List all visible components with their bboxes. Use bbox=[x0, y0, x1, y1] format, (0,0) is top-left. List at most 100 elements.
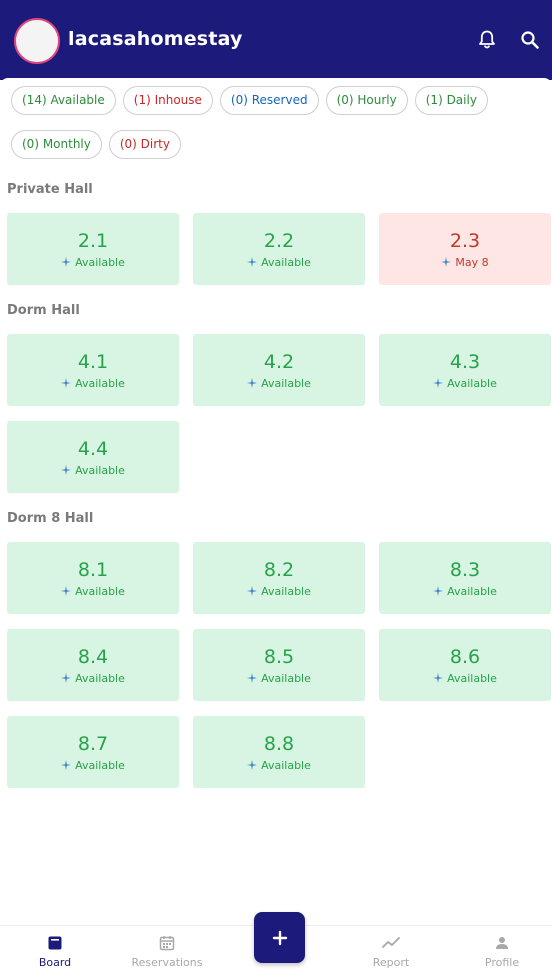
room-status: Available bbox=[433, 672, 497, 685]
status-sparkle-icon bbox=[61, 673, 72, 683]
filter-chip-bar: (14) Available (1) Inhouse (0) Reserved (0)… bbox=[11, 86, 551, 159]
add-button[interactable] bbox=[254, 912, 305, 963]
status-sparkle-icon bbox=[247, 760, 258, 770]
room-number: 8.7 bbox=[77, 732, 109, 755]
room-status-text: Available bbox=[261, 671, 311, 685]
room-number: 4.3 bbox=[449, 350, 481, 373]
room-card-4-2[interactable]: 4.2 Available bbox=[193, 334, 365, 406]
nav-profile[interactable]: Profile bbox=[457, 934, 547, 969]
room-number: 8.3 bbox=[449, 558, 481, 581]
filter-chip-inhouse[interactable]: (1) Inhouse bbox=[122, 86, 213, 115]
person-icon bbox=[493, 934, 511, 952]
room-number: 2.2 bbox=[263, 229, 295, 252]
room-card-8-2[interactable]: 8.2 Available bbox=[193, 542, 365, 614]
room-number: 8.8 bbox=[263, 732, 295, 755]
room-status: Available bbox=[247, 256, 311, 269]
room-card-4-1[interactable]: 4.1 Available bbox=[7, 334, 179, 406]
room-card-4-4[interactable]: 4.4 Available bbox=[7, 421, 179, 493]
status-sparkle-icon bbox=[61, 465, 72, 475]
nav-report[interactable]: Report bbox=[346, 934, 436, 969]
room-card-8-3[interactable]: 8.3 Available bbox=[379, 542, 551, 614]
room-status-text: Available bbox=[75, 463, 125, 477]
room-status-text: Available bbox=[447, 671, 497, 685]
room-status: Available bbox=[61, 759, 125, 772]
room-status-text: Available bbox=[261, 376, 311, 390]
room-status-text: Available bbox=[261, 758, 311, 772]
bell-icon[interactable] bbox=[475, 28, 499, 52]
room-card-2-2[interactable]: 2.2 Available bbox=[193, 213, 365, 285]
filter-chip-reserved[interactable]: (0) Reserved bbox=[219, 86, 319, 115]
status-sparkle-icon bbox=[61, 378, 72, 388]
room-grid-private-hall: 2.1 Available 2.2 Available 2.3 May 8 bbox=[7, 213, 552, 285]
status-sparkle-icon bbox=[441, 257, 452, 267]
room-card-8-5[interactable]: 8.5 Available bbox=[193, 629, 365, 701]
room-status-text: Available bbox=[447, 376, 497, 390]
app-header: lacasahomestay bbox=[0, 0, 552, 80]
app-title: lacasahomestay bbox=[68, 28, 243, 50]
room-status-text: Available bbox=[75, 671, 125, 685]
room-number: 8.5 bbox=[263, 645, 295, 668]
room-card-4-3[interactable]: 4.3 Available bbox=[379, 334, 551, 406]
section-label-dorm-8-hall: Dorm 8 Hall bbox=[7, 511, 94, 526]
status-sparkle-icon bbox=[61, 760, 72, 770]
room-number: 4.4 bbox=[77, 437, 109, 460]
room-status-text: Available bbox=[75, 584, 125, 598]
room-grid-dorm-hall: 4.1 Available 4.2 Available 4.3 Available 4.4 A… bbox=[7, 334, 552, 493]
filter-chip-daily[interactable]: (1) Daily bbox=[414, 86, 488, 115]
avatar[interactable] bbox=[14, 18, 60, 64]
room-number: 8.2 bbox=[263, 558, 295, 581]
status-sparkle-icon bbox=[247, 673, 258, 683]
section-label-dorm-hall: Dorm Hall bbox=[7, 303, 80, 318]
room-card-8-6[interactable]: 8.6 Available bbox=[379, 629, 551, 701]
room-status: May 8 bbox=[441, 255, 489, 269]
room-card-8-7[interactable]: 8.7 Available bbox=[7, 716, 179, 788]
nav-board[interactable]: Board bbox=[10, 934, 100, 969]
filter-chip-available[interactable]: (14) Available bbox=[11, 86, 116, 115]
status-sparkle-icon bbox=[433, 378, 444, 388]
filter-chip-dirty[interactable]: (0) Dirty bbox=[108, 130, 181, 159]
room-number: 4.1 bbox=[77, 350, 109, 373]
nav-report-label: Report bbox=[372, 956, 410, 969]
room-status-text: Available bbox=[261, 255, 311, 269]
nav-board-label: Board bbox=[38, 956, 72, 969]
room-status: Available bbox=[433, 585, 497, 598]
room-card-2-1[interactable]: 2.1 Available bbox=[7, 213, 179, 285]
status-sparkle-icon bbox=[247, 257, 258, 267]
room-number: 8.6 bbox=[449, 645, 481, 668]
room-number: 2.1 bbox=[77, 229, 109, 252]
nav-profile-label: Profile bbox=[484, 956, 520, 969]
room-status-text: Available bbox=[75, 758, 125, 772]
room-status: Available bbox=[61, 464, 125, 477]
room-status-text: Available bbox=[261, 584, 311, 598]
room-status: Available bbox=[61, 377, 125, 390]
plus-icon bbox=[272, 930, 288, 946]
room-card-8-1[interactable]: 8.1 Available bbox=[7, 542, 179, 614]
nav-reservations[interactable]: Reservations bbox=[122, 934, 212, 969]
section-label-private-hall: Private Hall bbox=[7, 182, 93, 197]
search-icon[interactable] bbox=[518, 28, 542, 52]
room-card-8-8[interactable]: 8.8 Available bbox=[193, 716, 365, 788]
room-status-text: Available bbox=[447, 584, 497, 598]
status-sparkle-icon bbox=[247, 586, 258, 596]
room-status-text: May 8 bbox=[455, 255, 489, 269]
room-grid-dorm-8-hall: 8.1 Available 8.2 Available 8.3 Available 8.4 A… bbox=[7, 542, 552, 788]
filter-chip-hourly[interactable]: (0) Hourly bbox=[325, 86, 408, 115]
status-sparkle-icon bbox=[433, 673, 444, 683]
room-status: Available bbox=[247, 759, 311, 772]
room-card-2-3[interactable]: 2.3 May 8 bbox=[379, 213, 551, 285]
room-status-text: Available bbox=[75, 255, 125, 269]
room-status: Available bbox=[61, 256, 125, 269]
room-card-8-4[interactable]: 8.4 Available bbox=[7, 629, 179, 701]
status-sparkle-icon bbox=[433, 586, 444, 596]
room-status: Available bbox=[61, 672, 125, 685]
room-status: Available bbox=[61, 585, 125, 598]
board-icon bbox=[46, 934, 64, 952]
filter-chip-monthly[interactable]: (0) Monthly bbox=[11, 130, 102, 159]
board-content: (14) Available (1) Inhouse (0) Reserved (0)… bbox=[0, 78, 552, 928]
room-number: 8.4 bbox=[77, 645, 109, 668]
room-status: Available bbox=[247, 585, 311, 598]
room-status: Available bbox=[433, 377, 497, 390]
room-number: 2.3 bbox=[449, 229, 481, 252]
room-status-text: Available bbox=[75, 376, 125, 390]
